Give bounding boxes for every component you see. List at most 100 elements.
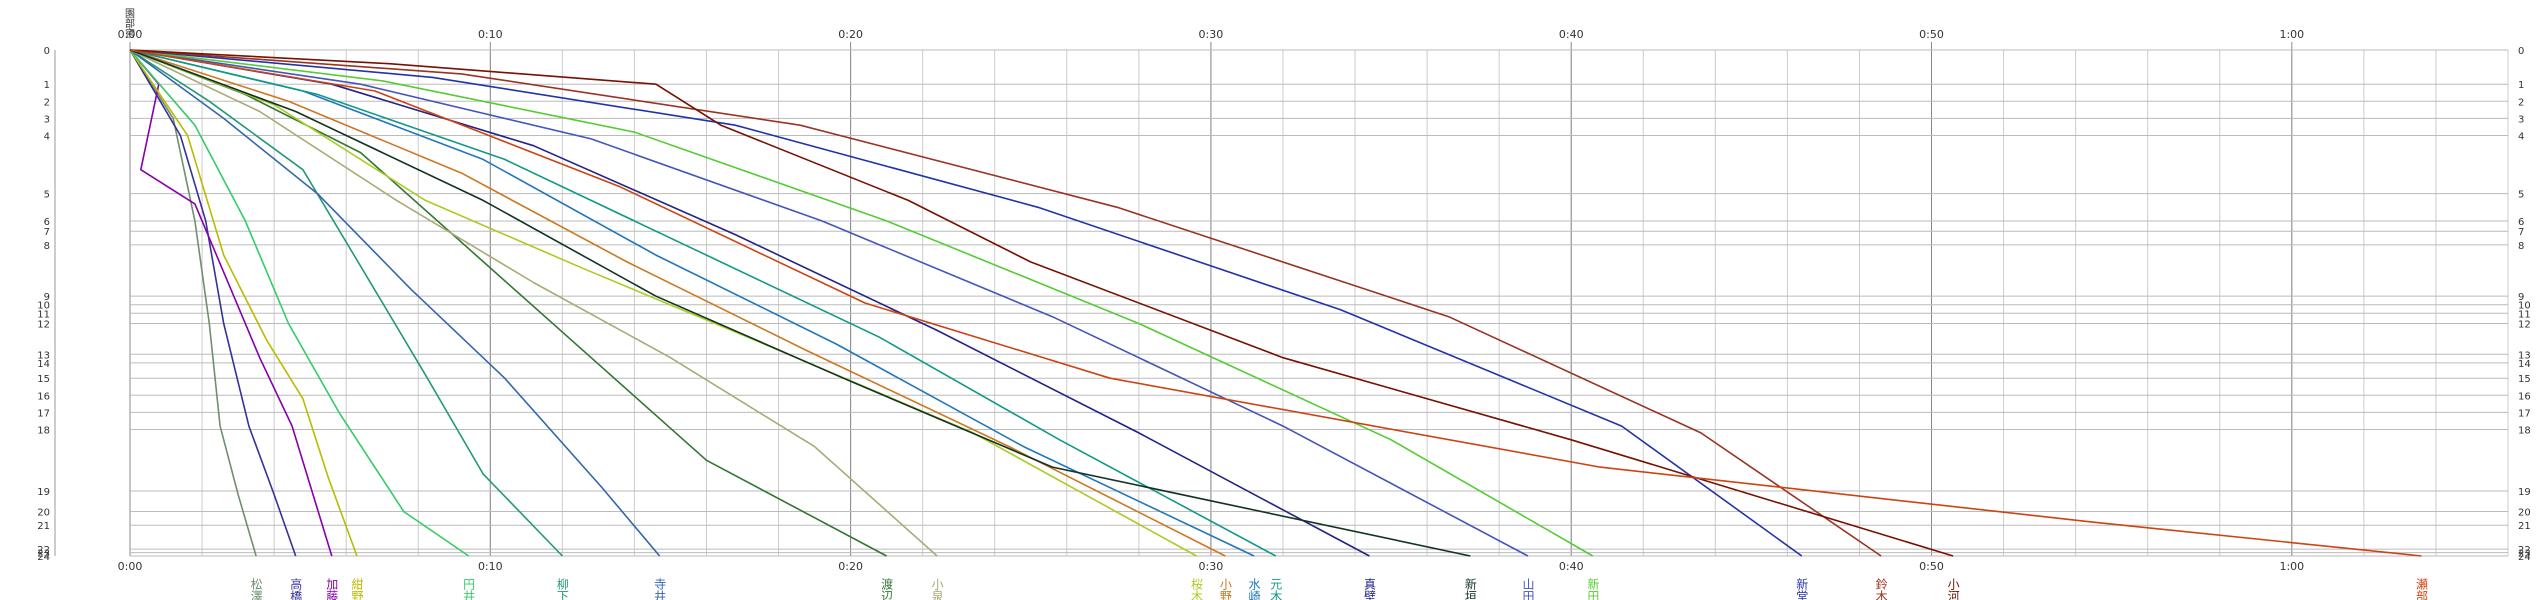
series-end-label: 加藤弘 bbox=[325, 578, 339, 600]
y-row-label-left: 10 bbox=[37, 301, 50, 312]
y-row-label-left: 12 bbox=[37, 320, 50, 331]
series-line bbox=[129, 49, 1882, 557]
y-row-label-right: 16 bbox=[2518, 391, 2531, 402]
x-tick-label-bottom: 0:50 bbox=[1919, 560, 1944, 573]
y-row-label-right: 20 bbox=[2518, 508, 2531, 519]
y-row-label-right: 9 bbox=[2518, 292, 2524, 303]
series-line bbox=[129, 49, 297, 557]
y-row-label-right: 19 bbox=[2518, 487, 2531, 498]
y-row-label-right: 18 bbox=[2518, 426, 2531, 437]
series-line bbox=[129, 49, 1197, 557]
x-tick-label-bottom: 0:40 bbox=[1559, 560, 1584, 573]
x-tick-label-top: 1:00 bbox=[2279, 28, 2304, 41]
series-end-label: 高橋春 bbox=[289, 577, 303, 600]
series-end-label: 瀬部雅 bbox=[2415, 578, 2429, 600]
labels-layer: 松澤坂 高橋春 加藤弘 紺野園 円井夢 柳下大 寺井内 渡辺栄 小泉成 桜木佳 小野田 水崎寺 元木橋 真… bbox=[249, 577, 2428, 600]
y-row-label-right: 4 bbox=[2518, 131, 2524, 142]
y-row-label-left: 1 bbox=[44, 80, 50, 91]
y-row-label-left: 4 bbox=[44, 131, 50, 142]
series-line bbox=[129, 49, 2422, 557]
series-line bbox=[129, 49, 1226, 557]
y-row-label-left: 23 bbox=[37, 549, 50, 560]
y-row-label-left: 8 bbox=[44, 241, 50, 252]
y-row-label-left: 9 bbox=[44, 292, 50, 303]
x-tick-label-bottom: 0:30 bbox=[1199, 560, 1224, 573]
y-row-label-left: 14 bbox=[37, 359, 50, 370]
series-line bbox=[129, 49, 563, 557]
y-row-label-left: 7 bbox=[44, 227, 50, 238]
series-end-label: 鈴木陽 bbox=[1874, 577, 1888, 600]
series-line bbox=[129, 49, 358, 557]
series-end-label: 寺井内 bbox=[653, 578, 667, 600]
series-end-label: 元木橋 bbox=[1269, 578, 1283, 600]
series-line bbox=[129, 49, 1370, 557]
series-end-label: 紺野園 bbox=[350, 577, 364, 600]
y-row-label-right: 3 bbox=[2518, 114, 2524, 125]
y-row-label-right: 14 bbox=[2518, 359, 2531, 370]
x-tick-label-top: 0:00 bbox=[118, 28, 143, 41]
series-end-label: 山田洋 bbox=[1521, 578, 1535, 600]
series-line bbox=[129, 49, 470, 557]
y-row-label-right: 5 bbox=[2518, 190, 2524, 201]
series-line bbox=[129, 49, 1277, 557]
series-line bbox=[129, 49, 1255, 557]
y-row-label-left: 19 bbox=[37, 487, 50, 498]
series-end-label: 小泉成 bbox=[930, 578, 944, 600]
y-row-label-left: 0 bbox=[44, 46, 50, 57]
y-row-label-left: 11 bbox=[37, 309, 50, 320]
y-row-label-left: 3 bbox=[44, 114, 50, 125]
series-line bbox=[129, 49, 1471, 557]
y-row-label-right: 22 bbox=[2518, 545, 2531, 556]
y-row-label-right: 0 bbox=[2518, 46, 2524, 57]
y-row-label-left: 24 bbox=[37, 552, 50, 563]
x-tick-label-top: 0:40 bbox=[1559, 28, 1584, 41]
series-line bbox=[129, 49, 1594, 557]
series-end-label: 真壁啓 bbox=[1362, 578, 1376, 600]
series-line bbox=[129, 49, 333, 557]
x-tick-label-top: 0:50 bbox=[1919, 28, 1944, 41]
y-row-label-right: 1 bbox=[2518, 80, 2524, 91]
series-end-label: 円井夢 bbox=[462, 578, 476, 600]
series-end-label: 新田晃 bbox=[1586, 577, 1600, 600]
y-row-label-left: 22 bbox=[37, 545, 50, 556]
series-line bbox=[129, 49, 1803, 557]
y-row-label-left: 6 bbox=[44, 217, 50, 228]
x-tick-label-bottom: 0:00 bbox=[118, 560, 143, 573]
y-row-label-right: 10 bbox=[2518, 301, 2531, 312]
y-row-label-right: 7 bbox=[2518, 227, 2524, 238]
series-line bbox=[129, 49, 1954, 557]
series-line bbox=[129, 49, 1529, 557]
y-row-label-left: 18 bbox=[37, 426, 50, 437]
y-row-label-left: 2 bbox=[44, 97, 50, 108]
series-end-label: 水崎寺 bbox=[1247, 578, 1261, 600]
series-line bbox=[129, 49, 938, 557]
y-row-label-left: 15 bbox=[37, 374, 50, 385]
series-line bbox=[129, 49, 661, 557]
series-end-label: 松澤坂 bbox=[249, 578, 263, 600]
x-tick-label-top: 0:30 bbox=[1199, 28, 1224, 41]
series-end-label: 小河原 bbox=[1946, 578, 1960, 600]
y-row-label-right: 2 bbox=[2518, 97, 2524, 108]
series-end-label: 小野田 bbox=[1218, 578, 1232, 600]
series-end-label: 桜木佳 bbox=[1189, 578, 1203, 600]
series-line bbox=[129, 49, 257, 557]
y-row-label-left: 5 bbox=[44, 190, 50, 201]
series-end-label: 新堂孝 bbox=[1795, 577, 1809, 600]
y-row-label-right: 13 bbox=[2518, 350, 2531, 361]
y-row-label-left: 16 bbox=[37, 391, 50, 402]
y-row-label-right: 6 bbox=[2518, 217, 2524, 228]
series-end-label: 新垣世 bbox=[1463, 577, 1477, 600]
y-row-label-right: 12 bbox=[2518, 320, 2531, 331]
y-row-label-right: 8 bbox=[2518, 241, 2524, 252]
grid-layer bbox=[129, 42, 2509, 557]
series-layer bbox=[129, 49, 2422, 557]
y-row-label-right: 24 bbox=[2518, 552, 2531, 563]
series-end-label: 渡辺栄 bbox=[880, 577, 894, 600]
y-row-label-left: 13 bbox=[37, 350, 50, 361]
y-row-label-left: 17 bbox=[37, 408, 50, 419]
series-end-label: 柳下大 bbox=[555, 578, 569, 600]
x-tick-label-top: 0:10 bbox=[478, 28, 503, 41]
axes-layer: 0:00 0:00 0:10 0:10 0:20 0:20 0:30 0:30 0:40 0:40… bbox=[37, 28, 2530, 573]
